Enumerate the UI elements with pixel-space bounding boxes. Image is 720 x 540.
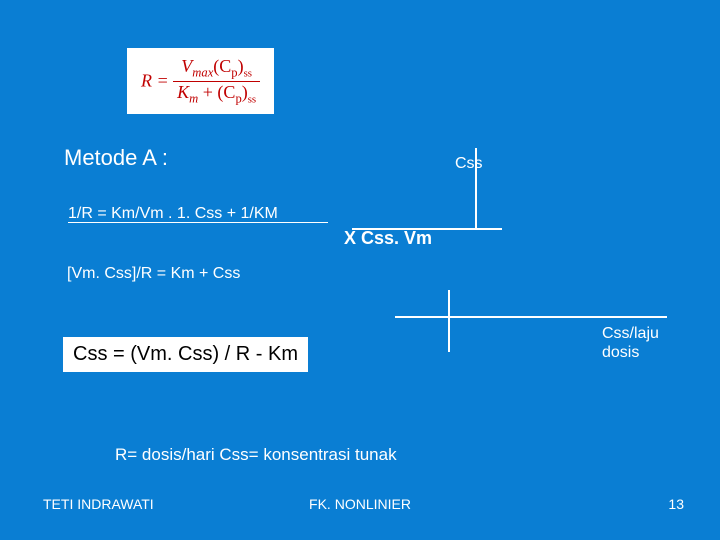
num-v: V [181, 56, 192, 76]
equation-2: [Vm. Css]/R = Km + Css [67, 265, 240, 283]
den-plus: + (C [198, 82, 235, 102]
method-heading: Metode A : [64, 145, 168, 171]
axis2-x-line [395, 316, 667, 318]
axis2-y-line [448, 290, 450, 352]
axis2-label-line1: Css/laju [602, 325, 659, 342]
formula-fraction: Vmax(Cp)ss Km + (Cp)ss [173, 56, 260, 106]
num-vmax-sub: max [192, 66, 213, 80]
formula-denominator: Km + (Cp)ss [173, 81, 260, 107]
den-k: K [177, 82, 189, 102]
main-formula-box: R = Vmax(Cp)ss Km + (Cp)ss [127, 48, 274, 114]
definitions-text: R= dosis/hari Css= konsentrasi tunak [115, 445, 397, 465]
num-cp-open: (C [213, 56, 231, 76]
axis1-y-label: Css [455, 155, 483, 173]
boxed-equation: Css = (Vm. Css) / R - Km [63, 337, 308, 372]
equation-1-underline [68, 222, 328, 223]
axis2-label-line2: dosis [602, 344, 639, 361]
den-km-sub: m [189, 91, 198, 105]
equation-1: 1/R = Km/Vm . 1. Css + 1/KM [68, 205, 278, 223]
footer-title: FK. NONLINIER [0, 496, 720, 512]
formula-lhs: R = [141, 71, 169, 91]
num-ss: ss [244, 68, 252, 80]
den-ss: ss [248, 93, 256, 105]
axis1-x-label: X Css. Vm [344, 228, 432, 249]
axis2-label: Css/laju dosis [602, 324, 659, 362]
footer-page-number: 13 [668, 496, 684, 512]
formula-numerator: Vmax(Cp)ss [173, 56, 260, 81]
